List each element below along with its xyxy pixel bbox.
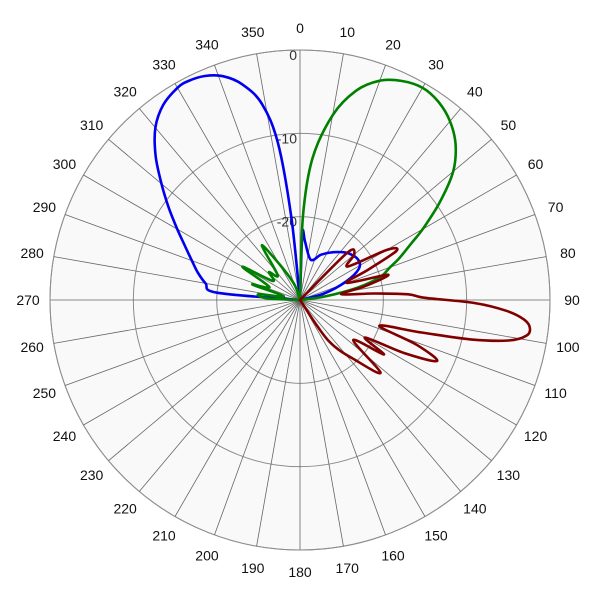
grid-spoke: [299, 299, 536, 386]
angle-tick-label: 160: [381, 548, 405, 564]
radial-tick-label: -10: [277, 130, 297, 146]
angle-tick-label: 60: [528, 156, 544, 172]
data-series: [153, 73, 532, 375]
grid-spoke: [83, 174, 301, 301]
angle-tick-label: 180: [288, 564, 312, 580]
series-line-2: [298, 78, 458, 302]
angle-tick-label: 100: [556, 339, 580, 355]
angle-tick-label: 140: [463, 500, 487, 516]
angle-tick-label: 40: [467, 84, 483, 100]
angle-tick-label: 10: [339, 24, 355, 40]
grid-spoke: [299, 299, 517, 426]
angle-tick-label: 170: [336, 560, 360, 576]
angle-tick-label: 200: [195, 548, 219, 564]
grid-spoke: [299, 108, 462, 301]
angle-tick-label: 350: [241, 24, 265, 40]
polar-grid: [49, 49, 551, 551]
grid-spoke: [299, 83, 426, 301]
angle-tick-label: 130: [497, 467, 521, 483]
grid-spoke: [299, 299, 426, 517]
grid-spoke: [299, 299, 492, 462]
grid-spoke: [214, 64, 301, 301]
angle-tick-label: 340: [195, 36, 219, 52]
grid-spoke: [299, 299, 386, 536]
series-line-1: [153, 73, 302, 302]
series-line-2: [240, 244, 302, 302]
angle-tick-label: 300: [53, 156, 77, 172]
angle-tick-label: 320: [113, 84, 137, 100]
angle-tick-label: 80: [560, 245, 576, 261]
grid-spoke: [64, 299, 301, 386]
angle-tick-label: 220: [113, 500, 137, 516]
angle-tick-label: 0: [296, 20, 304, 36]
grid-spoke: [299, 64, 386, 301]
grid-spoke: [174, 299, 301, 517]
grid-spoke: [214, 299, 301, 536]
grid-spoke: [299, 299, 462, 492]
grid-spoke: [108, 299, 301, 462]
angle-tick-label: 120: [524, 428, 548, 444]
angle-tick-label: 190: [241, 560, 265, 576]
angle-tick-label: 270: [16, 292, 40, 308]
series-line-1: [298, 228, 362, 302]
angle-tick-label: 70: [548, 199, 564, 215]
grid-spoke: [256, 299, 301, 547]
grid-spoke: [299, 174, 517, 301]
angle-tick-label: 230: [80, 467, 104, 483]
grid-spoke: [299, 138, 492, 301]
angle-tick-label: 110: [544, 385, 567, 401]
angle-tick-labels: 0 10 20 30 40 50 60 70 80 90 100 110 120 130 140 150 160…: [16, 20, 580, 580]
series-line-3: [298, 246, 532, 375]
grid-spoke: [256, 53, 301, 301]
angle-tick-label: 250: [33, 385, 57, 401]
angle-tick-label: 90: [564, 292, 580, 308]
angle-tick-label: 20: [385, 36, 401, 52]
radial-tick-label: 0: [289, 47, 297, 63]
angle-tick-label: 330: [152, 56, 176, 72]
angle-tick-label: 260: [20, 339, 44, 355]
grid-spoke: [53, 299, 301, 344]
grid-spoke: [299, 53, 344, 301]
angle-tick-label: 150: [424, 528, 448, 544]
grid-spoke: [53, 256, 301, 301]
angle-tick-label: 240: [53, 428, 77, 444]
angle-tick-label: 280: [20, 245, 44, 261]
grid-spoke: [138, 299, 301, 492]
angle-tick-label: 310: [80, 117, 104, 133]
angle-tick-label: 210: [152, 528, 176, 544]
angle-tick-label: 30: [428, 56, 444, 72]
grid-spoke: [83, 299, 301, 426]
grid-spoke: [299, 299, 547, 344]
grid-spoke: [299, 299, 344, 547]
radial-tick-label: -20: [277, 214, 297, 230]
angle-tick-label: 290: [33, 199, 57, 215]
angle-tick-label: 50: [501, 117, 517, 133]
